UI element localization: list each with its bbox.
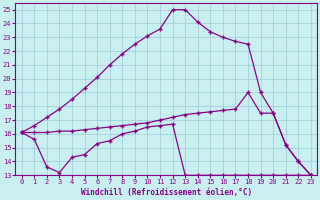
X-axis label: Windchill (Refroidissement éolien,°C): Windchill (Refroidissement éolien,°C): [81, 188, 252, 197]
